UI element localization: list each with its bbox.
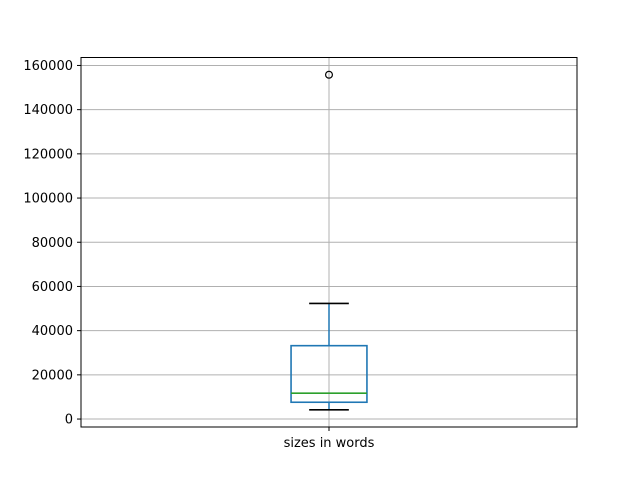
y-tick-label: 100000	[23, 192, 73, 207]
iqr-box	[290, 344, 368, 404]
x-tick-label: sizes in words	[284, 436, 375, 451]
y-tick-label: 80000	[32, 236, 73, 251]
y-tick-label: 0	[65, 413, 73, 428]
y-tick-label: 60000	[32, 280, 73, 295]
y-tick-label: 140000	[23, 103, 73, 118]
y-tick-label: 40000	[32, 324, 73, 339]
y-tick-label: 120000	[23, 147, 73, 162]
y-tick-label: 20000	[32, 368, 73, 383]
y-tick-label: 160000	[23, 59, 73, 74]
outlier-point	[325, 70, 334, 79]
